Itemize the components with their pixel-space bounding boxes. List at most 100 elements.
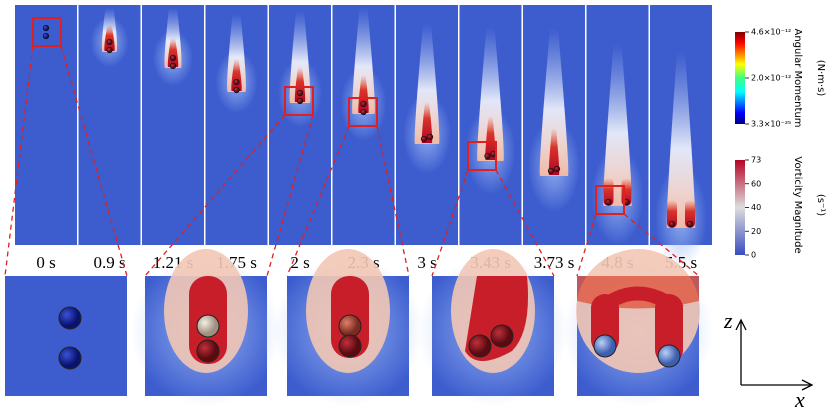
zoom-box <box>284 86 314 116</box>
core <box>167 38 179 67</box>
particle <box>668 220 676 228</box>
particle <box>296 89 304 97</box>
sim-panel <box>78 5 141 245</box>
particle <box>233 86 240 94</box>
z-label: z <box>723 308 733 333</box>
core <box>104 25 115 51</box>
zoom-link <box>431 169 469 277</box>
particle <box>605 198 612 206</box>
colorbar-title: Angular Momentum <box>792 28 803 127</box>
core <box>421 102 433 143</box>
sim-panel <box>142 5 204 245</box>
zoom-link <box>266 114 314 277</box>
particle <box>426 133 434 141</box>
plume <box>352 8 375 114</box>
zoom-panel <box>273 249 423 406</box>
plume <box>539 28 569 176</box>
sim-panel <box>205 5 268 245</box>
zoom-link <box>60 45 128 277</box>
colorbar-tick-label: 0 <box>751 251 756 260</box>
top-panels: 0 s0.9 s1.21 s1.75 s2 s2.3 s3 s3.43 s3.7… <box>15 5 712 272</box>
particle <box>360 100 367 108</box>
zoom-link <box>576 213 597 277</box>
particle <box>420 135 428 143</box>
plume <box>414 24 440 144</box>
particle <box>169 54 177 62</box>
zoom-panel <box>418 249 568 406</box>
particle <box>468 334 492 358</box>
z-arrow <box>735 318 747 385</box>
plume <box>227 14 246 92</box>
particle <box>106 38 113 46</box>
panel-bg <box>15 5 77 245</box>
time-label: 3 s <box>417 253 436 272</box>
core <box>548 128 560 175</box>
core <box>485 116 496 160</box>
time-label: 3.73 s <box>534 253 575 272</box>
particle <box>196 314 220 338</box>
zoom-panel <box>5 276 127 396</box>
particle <box>657 344 681 368</box>
zoom-panels <box>5 249 713 406</box>
particle <box>196 339 220 363</box>
plume <box>666 52 696 228</box>
plume <box>477 27 504 161</box>
particle <box>42 32 50 40</box>
sim-panel <box>269 5 331 245</box>
colorbar-angular <box>735 32 745 124</box>
particle <box>58 346 82 370</box>
time-label: 2 s <box>290 253 309 272</box>
particle <box>58 306 82 330</box>
particle <box>233 78 240 86</box>
x-label: x <box>794 387 805 410</box>
particle <box>42 24 50 32</box>
zoom-link <box>286 125 350 277</box>
sim-panel <box>459 5 522 245</box>
zoom-link <box>4 45 34 277</box>
colorbars <box>735 32 745 255</box>
core <box>685 200 695 228</box>
colorbar-title: Vorticity Magnitude <box>792 156 803 253</box>
sim-panel <box>650 5 712 270</box>
zoom-box <box>595 185 625 215</box>
plume <box>603 44 632 206</box>
particle <box>296 97 304 105</box>
sim-panel <box>15 5 77 245</box>
particle <box>338 314 362 338</box>
time-label: 0.9 s <box>93 253 125 272</box>
particle <box>360 108 367 116</box>
zoom-box <box>32 17 62 47</box>
particle <box>547 167 555 175</box>
particle <box>106 46 113 54</box>
colorbar-labels: 4.6×10⁻¹² 2.0×10⁻¹² 3.3×10⁻²⁵ Angular Momen… <box>745 28 826 260</box>
sim-panel <box>523 5 585 245</box>
colorbar-vorticity <box>735 160 745 255</box>
sim-panel <box>396 5 458 245</box>
particle <box>490 324 514 348</box>
x-arrow <box>741 379 814 391</box>
axis-indicator <box>735 318 814 391</box>
colorbar-tick-label: 3.3×10⁻²⁵ <box>751 120 791 129</box>
colorbar-tick-label: 60 <box>751 179 761 188</box>
particle <box>169 62 177 70</box>
core <box>592 286 684 317</box>
zoom-panel <box>563 249 713 406</box>
colorbar-tick-label: 4.6×10⁻¹² <box>751 28 791 37</box>
zoom-links <box>4 17 700 277</box>
colorbar-unit: (N·m·s) <box>815 60 826 97</box>
zoom-link <box>495 169 555 277</box>
colorbar-tick-label: 20 <box>751 227 761 236</box>
particle <box>686 220 694 228</box>
particle <box>338 334 362 358</box>
zoom-box <box>467 141 497 171</box>
time-label: 0 s <box>36 253 55 272</box>
zoom-link <box>376 125 410 277</box>
particle <box>484 152 491 160</box>
zoom-panel <box>131 249 281 406</box>
particle <box>593 334 617 358</box>
zoom-box <box>348 97 378 127</box>
zoom-link <box>623 213 700 277</box>
core <box>667 200 677 228</box>
colorbar-tick-label: 2.0×10⁻¹² <box>751 74 791 83</box>
